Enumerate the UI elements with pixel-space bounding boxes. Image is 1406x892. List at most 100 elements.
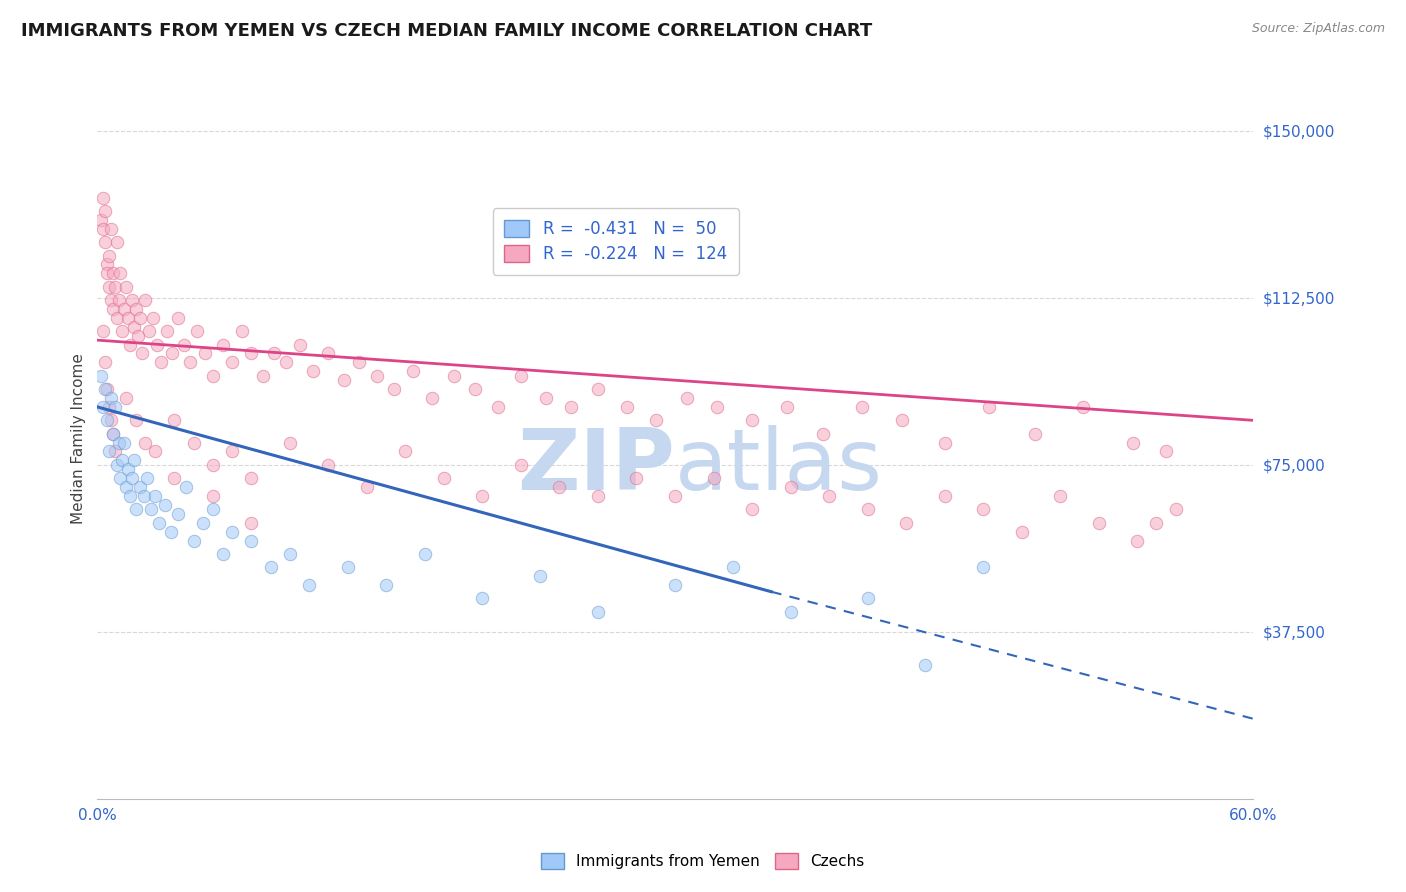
Point bbox=[211, 547, 233, 561]
Point bbox=[143, 489, 166, 503]
Point bbox=[471, 591, 494, 606]
Point bbox=[117, 310, 139, 325]
Point bbox=[1122, 435, 1144, 450]
Point bbox=[891, 413, 914, 427]
Text: IMMIGRANTS FROM YEMEN VS CZECH MEDIAN FAMILY INCOME CORRELATION CHART: IMMIGRANTS FROM YEMEN VS CZECH MEDIAN FA… bbox=[21, 22, 872, 40]
Point bbox=[101, 266, 124, 280]
Point bbox=[107, 435, 129, 450]
Point bbox=[134, 435, 156, 450]
Point bbox=[125, 301, 148, 316]
Point bbox=[529, 569, 551, 583]
Point bbox=[101, 301, 124, 316]
Point bbox=[100, 293, 122, 307]
Point bbox=[422, 391, 444, 405]
Point bbox=[201, 368, 224, 383]
Point bbox=[201, 458, 224, 472]
Point bbox=[616, 400, 638, 414]
Point bbox=[366, 368, 388, 383]
Point bbox=[240, 533, 263, 548]
Point bbox=[586, 489, 609, 503]
Point bbox=[146, 337, 169, 351]
Point bbox=[110, 266, 132, 280]
Point bbox=[91, 222, 114, 236]
Point bbox=[173, 337, 195, 351]
Point bbox=[1024, 426, 1046, 441]
Point bbox=[856, 502, 879, 516]
Point bbox=[143, 444, 166, 458]
Point bbox=[1164, 502, 1187, 516]
Point bbox=[240, 346, 263, 360]
Point bbox=[548, 480, 571, 494]
Point bbox=[96, 413, 118, 427]
Point bbox=[167, 507, 190, 521]
Point bbox=[464, 382, 486, 396]
Point bbox=[664, 489, 686, 503]
Point bbox=[121, 293, 143, 307]
Point bbox=[141, 502, 163, 516]
Point bbox=[127, 328, 149, 343]
Point bbox=[664, 578, 686, 592]
Point bbox=[121, 471, 143, 485]
Point bbox=[221, 444, 243, 458]
Point bbox=[159, 524, 181, 539]
Point bbox=[131, 346, 153, 360]
Point bbox=[471, 489, 494, 503]
Point bbox=[91, 191, 114, 205]
Point bbox=[201, 489, 224, 503]
Point bbox=[347, 355, 370, 369]
Point bbox=[288, 337, 311, 351]
Point bbox=[194, 346, 217, 360]
Point bbox=[96, 382, 118, 396]
Point bbox=[122, 453, 145, 467]
Point bbox=[977, 400, 1000, 414]
Point bbox=[779, 605, 801, 619]
Point bbox=[263, 346, 285, 360]
Point bbox=[1011, 524, 1033, 539]
Point bbox=[534, 391, 557, 405]
Point bbox=[110, 471, 132, 485]
Point bbox=[644, 413, 666, 427]
Point bbox=[486, 400, 509, 414]
Point bbox=[413, 547, 436, 561]
Point bbox=[148, 516, 170, 530]
Point bbox=[972, 560, 994, 574]
Point bbox=[128, 480, 150, 494]
Point bbox=[105, 458, 128, 472]
Point bbox=[104, 400, 127, 414]
Point bbox=[120, 337, 142, 351]
Point bbox=[252, 368, 274, 383]
Point bbox=[702, 471, 724, 485]
Point bbox=[443, 368, 465, 383]
Point bbox=[149, 355, 172, 369]
Point bbox=[1049, 489, 1071, 503]
Point bbox=[259, 560, 281, 574]
Point bbox=[120, 489, 142, 503]
Point bbox=[779, 480, 801, 494]
Point bbox=[112, 301, 135, 316]
Point bbox=[211, 337, 233, 351]
Point bbox=[163, 413, 186, 427]
Point bbox=[134, 293, 156, 307]
Point bbox=[586, 382, 609, 396]
Point bbox=[278, 435, 301, 450]
Point bbox=[318, 346, 340, 360]
Point bbox=[741, 502, 763, 516]
Point bbox=[97, 279, 120, 293]
Point bbox=[333, 373, 356, 387]
Point bbox=[91, 324, 114, 338]
Point bbox=[167, 310, 190, 325]
Point bbox=[394, 444, 416, 458]
Point bbox=[302, 364, 325, 378]
Point bbox=[776, 400, 799, 414]
Point bbox=[90, 368, 112, 383]
Point bbox=[142, 310, 165, 325]
Point bbox=[183, 435, 205, 450]
Point bbox=[318, 458, 340, 472]
Point bbox=[274, 355, 297, 369]
Point bbox=[1154, 444, 1177, 458]
Point bbox=[1126, 533, 1149, 548]
Text: atlas: atlas bbox=[675, 425, 883, 508]
Point bbox=[163, 471, 186, 485]
Point bbox=[125, 502, 148, 516]
Point bbox=[402, 364, 425, 378]
